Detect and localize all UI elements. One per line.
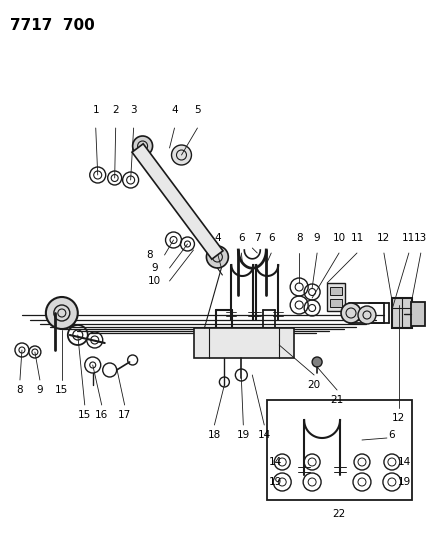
- Text: 5: 5: [194, 105, 201, 115]
- Text: 4: 4: [214, 233, 221, 243]
- Text: 1: 1: [92, 105, 99, 115]
- Text: 19: 19: [237, 430, 250, 440]
- Text: 15: 15: [55, 385, 69, 395]
- Text: 14: 14: [269, 457, 282, 467]
- Text: 14: 14: [258, 430, 271, 440]
- Text: 11: 11: [402, 233, 415, 243]
- Bar: [330, 299, 342, 307]
- Bar: [411, 302, 425, 326]
- Text: 8: 8: [146, 250, 153, 260]
- Text: 18: 18: [208, 430, 221, 440]
- Text: 2: 2: [112, 105, 119, 115]
- Text: 19: 19: [398, 477, 411, 487]
- Text: 19: 19: [269, 477, 282, 487]
- Circle shape: [46, 297, 78, 329]
- Circle shape: [312, 357, 322, 367]
- Polygon shape: [132, 144, 223, 259]
- Circle shape: [358, 306, 376, 324]
- Text: 11: 11: [350, 233, 364, 243]
- Circle shape: [133, 136, 153, 156]
- Bar: [194, 328, 294, 358]
- Bar: [392, 298, 412, 328]
- Text: 17: 17: [118, 410, 131, 420]
- Text: 8: 8: [296, 233, 302, 243]
- Bar: [330, 287, 342, 295]
- Text: 6: 6: [268, 233, 275, 243]
- Bar: [327, 283, 345, 311]
- Text: 9: 9: [151, 263, 158, 273]
- Text: 9: 9: [314, 233, 320, 243]
- Text: 22: 22: [332, 509, 346, 519]
- Circle shape: [341, 303, 361, 323]
- Text: 16: 16: [95, 410, 109, 420]
- Text: 6: 6: [238, 233, 245, 243]
- Text: 10: 10: [332, 233, 346, 243]
- Text: 14: 14: [398, 457, 411, 467]
- Text: 9: 9: [36, 385, 43, 395]
- Bar: [267, 400, 412, 500]
- Text: 21: 21: [330, 395, 344, 405]
- Circle shape: [206, 246, 228, 268]
- Text: 7: 7: [254, 233, 260, 243]
- Text: 20: 20: [308, 380, 321, 390]
- Text: 15: 15: [78, 410, 91, 420]
- Text: 13: 13: [414, 233, 427, 243]
- Text: 4: 4: [171, 105, 178, 115]
- Text: 3: 3: [130, 105, 137, 115]
- Text: 6: 6: [389, 430, 395, 440]
- Circle shape: [172, 145, 191, 165]
- Text: 7717  700: 7717 700: [10, 18, 95, 33]
- Text: 10: 10: [148, 276, 161, 286]
- Text: 12: 12: [377, 233, 390, 243]
- Text: 8: 8: [17, 385, 23, 395]
- Text: 12: 12: [392, 413, 405, 423]
